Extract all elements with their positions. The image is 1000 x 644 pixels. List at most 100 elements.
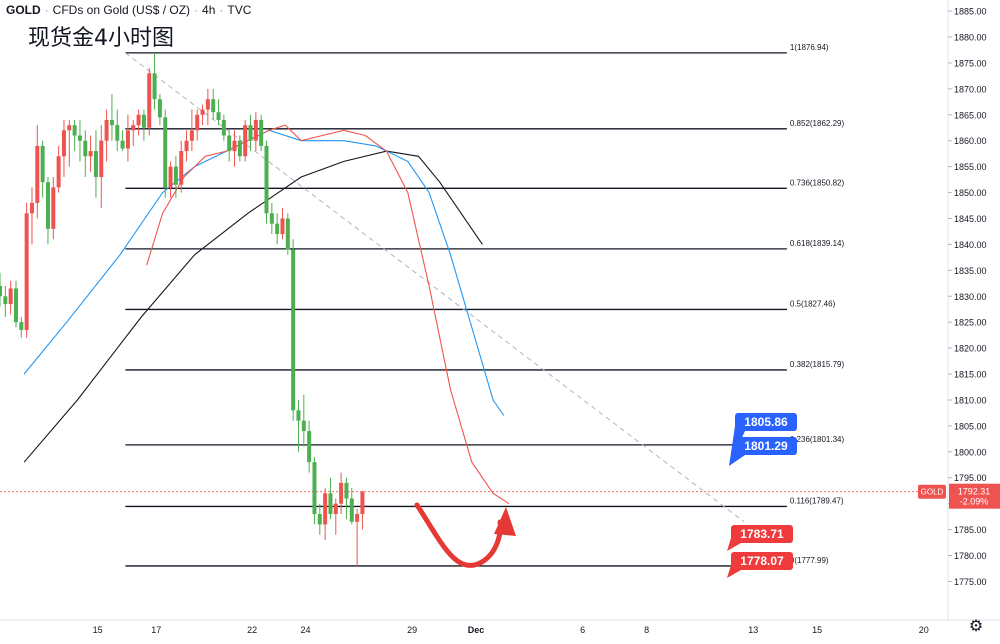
time-tick-label: 15 [812, 625, 822, 635]
candle-body [184, 140, 189, 152]
callout-box[interactable] [731, 525, 793, 543]
forecast-arrow[interactable] [414, 502, 516, 568]
candle-body [328, 493, 333, 515]
candlesticks [0, 52, 365, 566]
candle-body [349, 498, 354, 522]
price-axis[interactable]: 1775.001780.001785.001790.001795.001800.… [948, 7, 987, 587]
candle-body [35, 145, 40, 203]
moving-average-black [23, 150, 483, 463]
symbol-name-tag-text: GOLD [921, 488, 944, 497]
candle-body [56, 156, 61, 188]
candle-body [307, 431, 312, 463]
price-tick-label: 1805.00 [954, 421, 987, 431]
chart-header: GOLD · CFDs on Gold (US$ / OZ) · 4h · TV… [6, 1, 251, 19]
fib-level-label: 0.852(1862.29) [790, 119, 845, 128]
candle-body [259, 119, 264, 146]
time-tick-label: 15 [93, 625, 103, 635]
candle-body [211, 99, 216, 113]
price-tick-label: 1875.00 [954, 58, 987, 68]
candle-body [189, 130, 194, 141]
price-tick-label: 1780.00 [954, 551, 987, 561]
candle-body [157, 99, 162, 118]
fib-level-label: 1(1876.94) [790, 43, 829, 52]
fibonacci-retracement[interactable]: 1(1876.94) 0.852(1862.29) 0.736(1850.82) 0.… [125, 43, 845, 567]
candle-body [93, 151, 98, 177]
candle-body [360, 491, 365, 515]
price-tick-label: 1870.00 [954, 84, 987, 94]
fib-level-label: 0.382(1815.79) [790, 360, 845, 369]
time-tick-label: 8 [644, 625, 649, 635]
symbol-name-tag [918, 484, 946, 499]
price-tick-label: 1885.00 [954, 7, 987, 17]
fib-level-label: 0.618(1839.14) [790, 239, 845, 248]
candle-body [83, 140, 88, 157]
plot-area: 1(1876.94) 0.852(1862.29) 0.736(1850.82) 0.… [0, 43, 948, 578]
candle-body [115, 125, 120, 141]
candle-body [269, 213, 274, 224]
current-price-value: 1792.31 [958, 487, 991, 497]
header-separator: · [44, 3, 49, 17]
header-separator: · [194, 3, 199, 17]
candle-body [237, 140, 242, 157]
fib-level-label: 0(1777.99) [790, 556, 829, 565]
candle-body [323, 493, 328, 525]
candle-body [264, 145, 269, 214]
candle-body [104, 119, 109, 141]
candle-body [19, 322, 24, 330]
callout-box[interactable] [735, 413, 797, 431]
price-callouts[interactable]: 1805.86 1801.29 1783.71 1778.07 [727, 413, 797, 578]
candle-body [339, 482, 344, 504]
candle-body [120, 140, 125, 149]
fib-level-label: 0.236(1801.34) [790, 435, 845, 444]
callout-box[interactable] [731, 552, 793, 570]
overlay-title: 现货金4小时图 [28, 26, 174, 51]
price-tick-label: 1810.00 [954, 395, 987, 405]
candle-body [131, 125, 136, 131]
candle-body [3, 296, 8, 305]
moving-average-blue [23, 129, 505, 416]
time-tick-label: 24 [300, 625, 310, 635]
trend-line[interactable] [125, 52, 745, 523]
price-tick-label: 1855.00 [954, 162, 987, 172]
callout-value: 1778.07 [740, 554, 784, 568]
source-label: TVC [227, 3, 252, 17]
time-tick-label: 13 [748, 625, 758, 635]
interval-label[interactable]: 4h [202, 3, 216, 17]
price-tick-label: 1830.00 [954, 292, 987, 302]
callout-box[interactable] [735, 437, 797, 455]
time-axis[interactable]: 15 17 22 24 29 Dec 6 8 13 15 20 [93, 625, 929, 635]
candle-body [109, 119, 114, 126]
price-tick-label: 1825.00 [954, 318, 987, 328]
candle-body [61, 130, 66, 157]
candle-body [51, 187, 56, 229]
callout-value: 1805.86 [744, 415, 788, 429]
candle-body [285, 218, 290, 250]
callout-value: 1783.71 [740, 527, 784, 541]
header-separator: · [219, 3, 224, 17]
price-tick-label: 1820.00 [954, 344, 987, 354]
candle-body [173, 166, 178, 185]
gear-icon[interactable]: ⚙ [968, 618, 984, 635]
candle-body [8, 288, 13, 305]
candle-body [0, 285, 2, 297]
candle-body [312, 462, 317, 515]
symbol-label[interactable]: GOLD [6, 3, 41, 17]
time-tick-label: 29 [407, 625, 417, 635]
price-tick-label: 1840.00 [954, 240, 987, 250]
candle-body [216, 112, 221, 120]
price-tick-label: 1860.00 [954, 136, 987, 146]
time-tick-label: 22 [247, 625, 257, 635]
price-tick-label: 1800.00 [954, 447, 987, 457]
candle-body [248, 125, 253, 141]
candle-body [29, 202, 34, 214]
candle-body [317, 514, 322, 525]
candle-body [99, 140, 104, 177]
candle-body [243, 125, 248, 157]
candle-body [72, 125, 77, 136]
time-tick-label: 20 [919, 625, 929, 635]
fib-level-label: 0.5(1827.46) [790, 299, 836, 308]
current-price-change: -2.09% [960, 497, 989, 507]
price-tick-label: 1865.00 [954, 110, 987, 120]
